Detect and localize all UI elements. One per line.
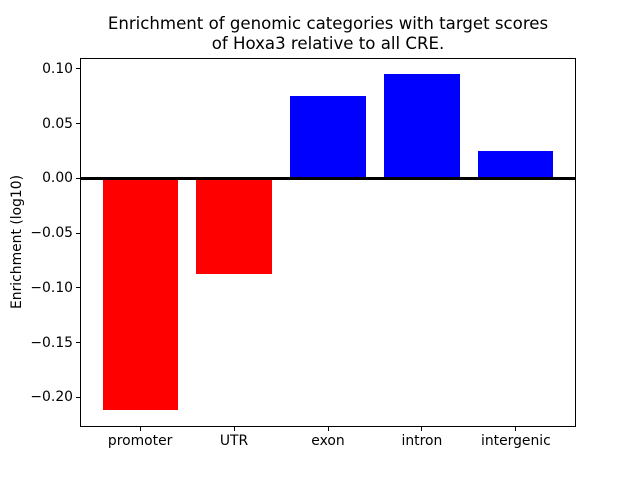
- x-tick-label: intron: [401, 433, 443, 450]
- y-tick-label: −0.15: [30, 334, 73, 351]
- y-tick-mark: [76, 287, 80, 289]
- bar-UTR: [196, 178, 272, 274]
- bar-intergenic: [478, 151, 554, 179]
- y-tick-label: 0.05: [42, 115, 73, 132]
- y-tick-mark: [76, 123, 80, 125]
- bar-promoter: [102, 178, 178, 411]
- plot-area: [80, 57, 576, 428]
- y-tick-label: −0.05: [30, 225, 73, 242]
- x-tick-label: promoter: [107, 433, 173, 450]
- y-tick-mark: [76, 177, 80, 179]
- x-tick-mark: [233, 427, 235, 432]
- zero-baseline: [80, 176, 576, 180]
- y-tick-mark: [76, 232, 80, 234]
- x-tick-label: exon: [311, 433, 345, 450]
- y-tick-label: −0.20: [30, 389, 73, 406]
- y-tick-mark: [76, 396, 80, 398]
- y-axis-label: Enrichment (log10): [9, 174, 25, 310]
- x-tick-label: UTR: [219, 433, 249, 450]
- y-tick-mark: [76, 68, 80, 70]
- y-tick-label: −0.10: [30, 279, 73, 296]
- bar-intron: [384, 74, 460, 179]
- x-tick-mark: [515, 427, 517, 432]
- y-tick-label: 0.00: [42, 170, 73, 187]
- chart-title: Enrichment of genomic categories with ta…: [107, 14, 549, 53]
- bar-exon: [290, 96, 366, 179]
- x-tick-label: intergenic: [480, 433, 551, 450]
- x-tick-mark: [421, 427, 423, 432]
- x-tick-mark: [327, 427, 329, 432]
- y-tick-label: 0.10: [42, 60, 73, 77]
- y-tick-mark: [76, 342, 80, 343]
- x-tick-mark: [139, 427, 141, 432]
